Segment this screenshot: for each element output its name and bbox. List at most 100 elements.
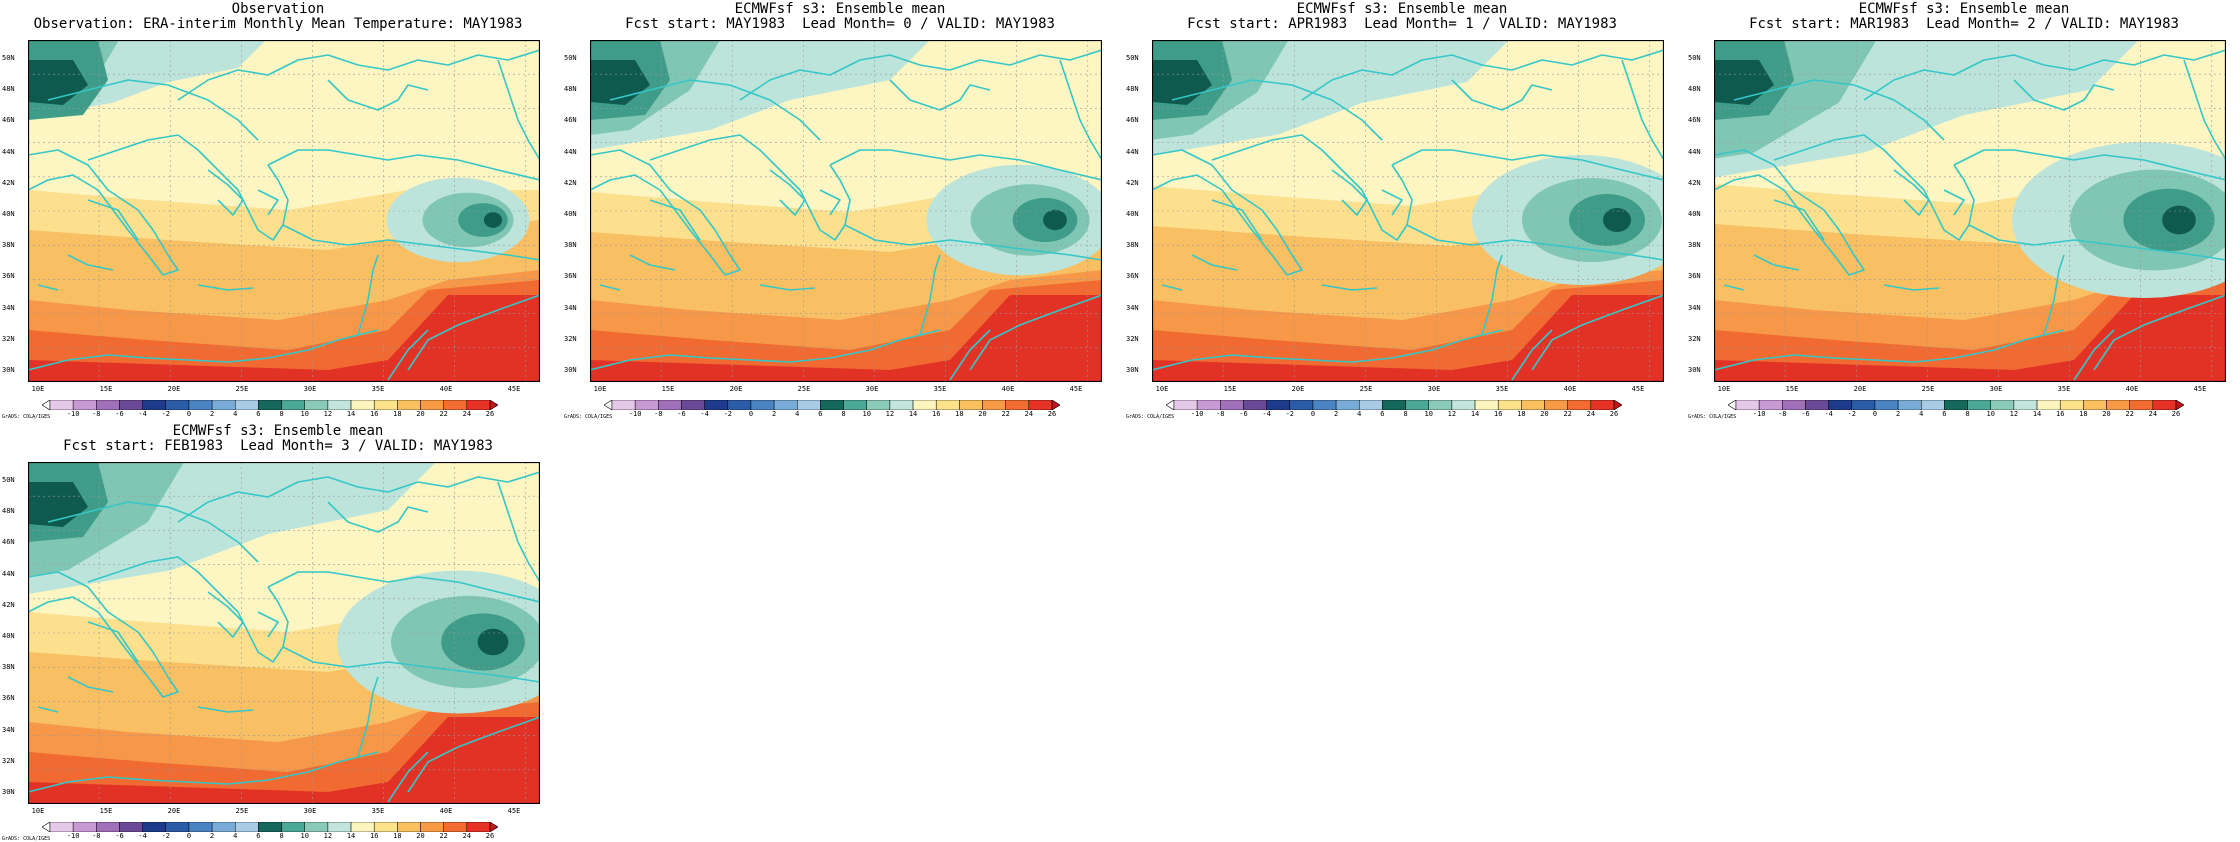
lat-label: 48N (2, 85, 15, 94)
colorbar-tick: 16 (931, 410, 941, 418)
colorbar-tick: -2 (161, 410, 170, 418)
coastline (28, 329, 379, 371)
colorbar-tick: 22 (1001, 410, 1010, 418)
lon-label: 15E (99, 807, 113, 815)
colorbar-tick: 10 (1424, 410, 1433, 418)
field-warm-band (28, 717, 540, 804)
colorbar-tick: 14 (2032, 410, 2042, 418)
colorbar-tick: 22 (2125, 410, 2134, 418)
colorbar-cell (397, 400, 421, 410)
colorbar-cell (42, 400, 51, 410)
colorbar-cell (1051, 400, 1060, 410)
colorbar-cell (1735, 400, 1760, 410)
colorbar-tick: 2 (1333, 410, 1339, 418)
lat-label: 32N (1688, 334, 1701, 343)
panel-title: Observation (231, 1, 325, 17)
colorbar-cell (489, 822, 498, 832)
colorbar-tick: 20 (2102, 410, 2111, 418)
field-cool-core (2162, 205, 2196, 235)
temperature-map (28, 462, 540, 804)
colorbar-tick: 2 (1895, 410, 1901, 418)
coastline (267, 149, 540, 181)
colorbar (604, 400, 1060, 410)
coastline (357, 254, 379, 336)
colorbar-tick: -10 (66, 410, 80, 418)
lon-label: 10E (593, 385, 607, 393)
panel-title: ECMWFsf s3: Ensemble mean (1296, 1, 1508, 17)
colorbar-cell (866, 400, 891, 410)
colorbar-cell (959, 400, 983, 410)
colorbar-tick: 24 (462, 832, 472, 840)
coastline (197, 284, 254, 291)
coastline (1161, 284, 1183, 291)
coastline (327, 501, 429, 533)
lat-label: 50N (1688, 54, 1701, 62)
lat-label: 50N (1126, 54, 1139, 62)
colorbar-cell (2152, 400, 2177, 410)
colorbar-tick: -4 (700, 410, 709, 418)
colorbar-tick: -4 (1262, 410, 1271, 418)
lon-label: 45E (1631, 385, 1645, 393)
colorbar-cell (773, 400, 798, 410)
colorbar-cell (912, 400, 937, 410)
field-cool-core (1603, 208, 1631, 232)
coastline (497, 481, 540, 583)
coastline (1152, 329, 1503, 371)
lat-label: 30N (1126, 366, 1139, 374)
colorbar-cell (1382, 400, 1406, 410)
colorbar-tick: 4 (233, 410, 238, 418)
coastline (28, 571, 179, 698)
colorbar-tick: -8 (654, 410, 663, 418)
grads-credit: GrADS: COLA/IGES (2, 414, 51, 420)
lon-label: 40E (1001, 385, 1015, 393)
field-cool-core (1043, 209, 1067, 231)
lon-label: 15E (1785, 385, 1799, 393)
colorbar-cell (1196, 400, 1221, 410)
colorbar-cell (1758, 400, 1783, 410)
colorbar-tick: 12 (1447, 410, 1457, 418)
coastline (1451, 79, 1553, 111)
lat-label: 32N (1126, 334, 1139, 343)
lon-label: 30E (303, 807, 317, 815)
colorbar-tick: 22 (1563, 410, 1572, 418)
colorbar-tick: -8 (92, 410, 101, 418)
coastline (1893, 169, 1930, 216)
coastline (919, 254, 941, 336)
lat-label: 40N (2, 210, 15, 218)
lat-label: 40N (1688, 210, 1701, 218)
lon-label: 45E (507, 807, 521, 815)
colorbar-cell (188, 822, 213, 832)
lat-label: 44N (1126, 147, 1139, 156)
lat-label: 44N (2, 147, 15, 156)
colorbar-cell (1173, 400, 1198, 410)
field-cool-core (483, 212, 503, 228)
lat-label: 32N (564, 334, 577, 343)
colorbar-tick: 24 (1024, 410, 1034, 418)
coastline (267, 571, 540, 603)
lat-label: 48N (1126, 85, 1139, 94)
colorbar-tick: 18 (2079, 410, 2088, 418)
lon-label: 10E (1155, 385, 1169, 393)
colorbar-tick: 12 (885, 410, 895, 418)
colorbar-tick: 2 (771, 410, 777, 418)
colorbar-cell (2175, 400, 2184, 410)
colorbar-cell (1990, 400, 2015, 410)
lon-label: 25E (1921, 385, 1935, 393)
colorbar-cell (820, 400, 844, 410)
temperature-map (1714, 40, 2226, 382)
lon-label: 45E (507, 385, 521, 393)
colorbar-cell (1005, 400, 1030, 410)
colorbar-cell (49, 400, 74, 410)
coastline (67, 254, 114, 271)
colorbar-tick: 10 (1986, 410, 1995, 418)
colorbar-cell (165, 400, 190, 410)
colorbar (1166, 400, 1622, 410)
colorbar-cell (1405, 400, 1429, 410)
lon-label: 25E (1359, 385, 1373, 393)
colorbar-cell (1805, 400, 1829, 410)
coastline (327, 79, 429, 111)
colorbar-cell (327, 822, 352, 832)
lat-label: 40N (564, 210, 577, 218)
coastline (87, 621, 139, 663)
colorbar-cell (1828, 400, 1853, 410)
